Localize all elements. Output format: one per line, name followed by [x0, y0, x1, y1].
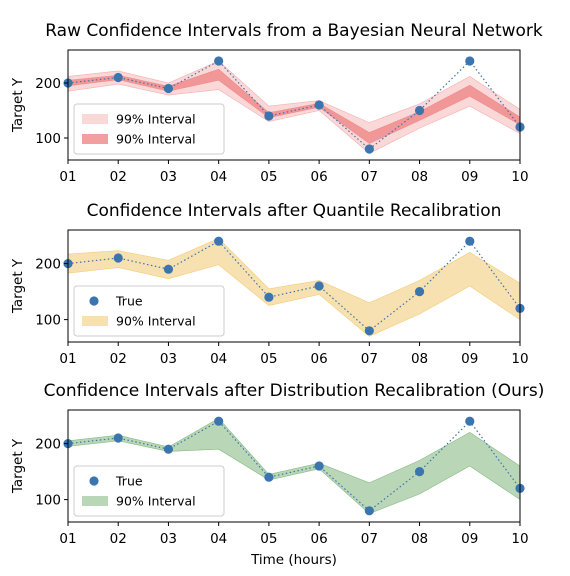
true-point [214, 56, 224, 66]
legend-swatch [82, 316, 108, 326]
legend-box [73, 465, 225, 517]
x-tick-label: 03 [160, 169, 177, 185]
x-tick-label: 05 [260, 531, 277, 547]
chart-title: Confidence Intervals after Quantile Reca… [87, 201, 502, 221]
true-point [264, 472, 274, 482]
x-tick-label: 06 [311, 169, 328, 185]
true-series-line [67, 60, 521, 150]
axes-frame [67, 409, 521, 523]
y-tick-label: 200 [35, 437, 61, 453]
axes-frame [67, 229, 521, 343]
legend: True 90% Interval [73, 285, 225, 337]
y-tick-label: 100 [35, 493, 61, 509]
chart-panel-3: Confidence Intervals after Distribution … [10, 381, 544, 568]
x-tick-label: 08 [411, 351, 428, 367]
legend-label: 99% Interval [116, 112, 196, 127]
y-tick-label: 200 [35, 76, 61, 92]
x-tick-label: 01 [59, 351, 76, 367]
true-point [163, 264, 174, 274]
legend-swatch [82, 114, 108, 124]
x-tick-label: 09 [461, 531, 478, 547]
x-tick-label: 01 [59, 531, 76, 547]
x-tick-label: 07 [361, 169, 378, 185]
x-tick-label: 04 [210, 169, 227, 185]
true-series-line [67, 420, 521, 512]
legend-label: 90% Interval [116, 132, 196, 147]
legend-label: True [115, 294, 143, 309]
true-point [465, 56, 475, 66]
x-tick-label: 05 [260, 351, 277, 367]
true-point [214, 236, 224, 246]
legend-swatch [82, 134, 108, 144]
true-point [113, 72, 123, 83]
true-point [414, 467, 425, 477]
true-point [465, 416, 475, 426]
true-point [314, 461, 324, 471]
axes-frame [67, 49, 521, 161]
x-tick-label: 05 [260, 169, 277, 185]
true-point [214, 416, 224, 426]
x-tick-label: 06 [311, 351, 328, 367]
y-tick-label: 100 [35, 313, 61, 329]
x-tick-label: 10 [511, 169, 528, 185]
true-point [414, 105, 425, 116]
x-tick-label: 07 [361, 351, 378, 367]
legend-label: True [115, 474, 143, 489]
true-point [314, 100, 324, 110]
true-point [314, 281, 324, 291]
chart-panel-1: Raw Confidence Intervals from a Bayesian… [10, 21, 543, 185]
x-tick-label: 04 [210, 531, 227, 547]
true-point [364, 144, 374, 154]
x-tick-label: 09 [461, 169, 478, 185]
x-tick-label: 10 [511, 531, 528, 547]
x-tick-label: 08 [411, 531, 428, 547]
x-axis-label: Time (hours) [250, 552, 337, 568]
true-point [264, 111, 274, 121]
x-tick-label: 06 [311, 531, 328, 547]
true-point [465, 236, 475, 246]
true-point [364, 506, 374, 516]
legend-swatch [82, 496, 108, 506]
true-point [163, 83, 174, 94]
legend-label: 90% Interval [116, 494, 196, 509]
true-point [163, 444, 174, 454]
x-tick-label: 03 [160, 351, 177, 367]
y-tick-label: 200 [35, 257, 61, 273]
x-tick-label: 01 [59, 169, 76, 185]
legend-box [73, 103, 225, 155]
legend-box [73, 285, 225, 337]
chart-title: Raw Confidence Intervals from a Bayesian… [45, 21, 543, 41]
x-tick-label: 09 [461, 351, 478, 367]
x-tick-label: 02 [110, 531, 127, 547]
chart-title: Confidence Intervals after Distribution … [44, 381, 545, 401]
y-axis-label: Target Y [10, 258, 26, 314]
true-point [264, 292, 274, 302]
x-tick-label: 03 [160, 531, 177, 547]
legend-true-marker [89, 476, 99, 486]
legend: True 90% Interval [73, 465, 225, 517]
legend: 99% Interval 90% Interval [73, 103, 225, 155]
legend-label: 90% Interval [116, 314, 196, 329]
x-tick-label: 02 [110, 351, 127, 367]
chart-panel-2: Confidence Intervals after Quantile Reca… [10, 201, 529, 367]
y-axis-label: Target Y [10, 438, 26, 494]
y-tick-label: 100 [35, 131, 61, 147]
true-series-line [67, 240, 521, 332]
x-tick-label: 07 [361, 531, 378, 547]
x-tick-label: 02 [110, 169, 127, 185]
true-point [364, 326, 374, 336]
legend-true-marker [89, 296, 99, 306]
true-point [113, 433, 123, 443]
x-tick-label: 08 [411, 169, 428, 185]
true-point [414, 287, 425, 297]
true-point [113, 253, 123, 263]
x-tick-label: 10 [511, 351, 528, 367]
y-axis-label: Target Y [10, 77, 26, 133]
x-tick-label: 04 [210, 351, 227, 367]
